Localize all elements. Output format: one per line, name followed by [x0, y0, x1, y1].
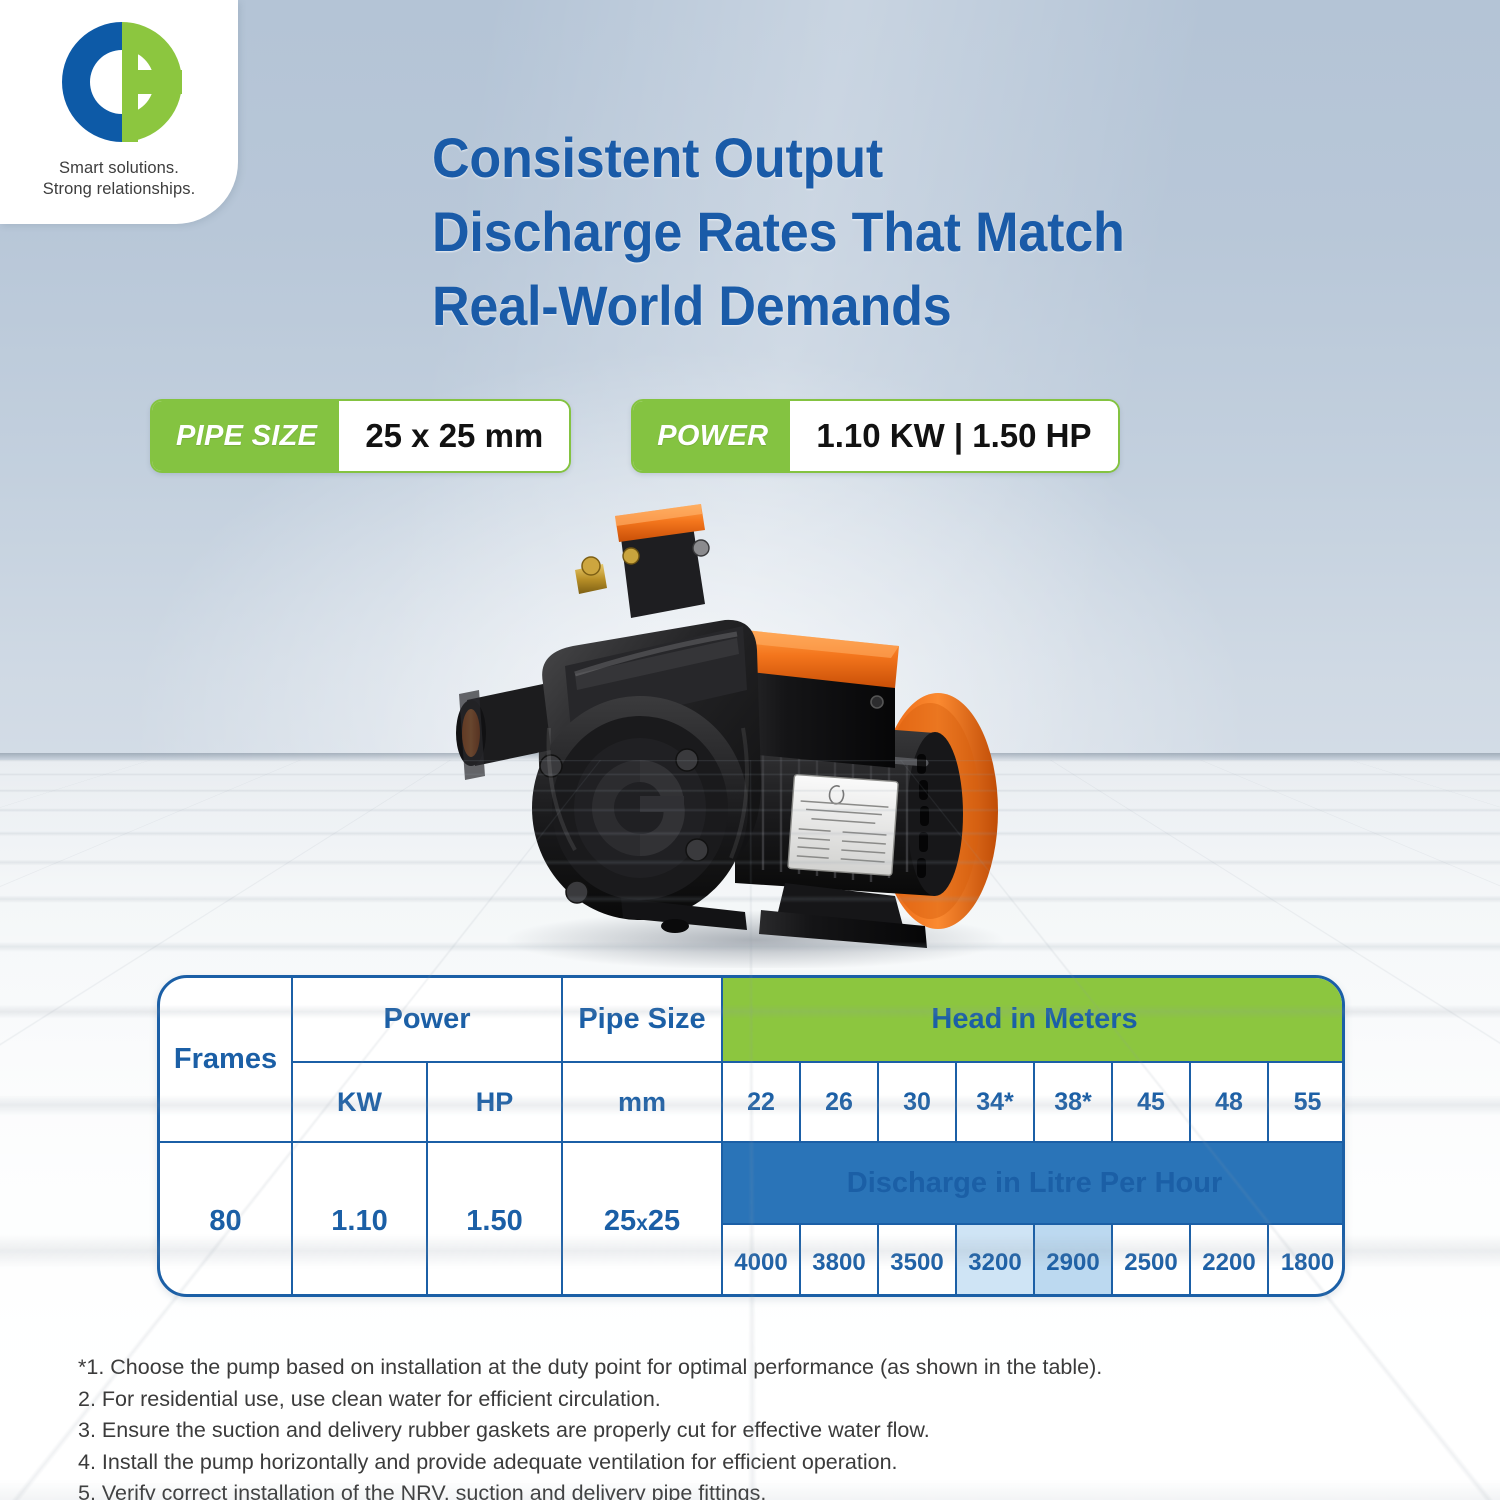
value-pipe-prefix: 25 [603, 1205, 637, 1237]
value-frames: 80 [160, 1141, 293, 1294]
value-pipe-suffix: 25 [647, 1205, 681, 1237]
header-power: Power [291, 978, 563, 1063]
subheader-mm: mm [561, 1061, 723, 1143]
discharge-value-2: 3500 [877, 1223, 957, 1294]
discharge-value-7: 1800 [1266, 1223, 1342, 1294]
discharge-value-3: 3200 [955, 1223, 1035, 1294]
footnote-3: 3. Ensure the suction and delivery rubbe… [78, 1418, 930, 1442]
head-value-4: 38* [1033, 1061, 1113, 1143]
header-pipe-size: Pipe Size [561, 978, 723, 1063]
header-head-in-meters: Head in Meters [720, 978, 1342, 1063]
discharge-value-5: 2500 [1111, 1223, 1191, 1294]
footnote-1: *1. Choose the pump based on installatio… [78, 1355, 1103, 1379]
specification-table: Frames Power Pipe Size Head in Meters KW… [157, 975, 1345, 1297]
discharge-value-4: 2900 [1033, 1223, 1113, 1294]
discharge-value-6: 2200 [1189, 1223, 1269, 1294]
value-kw: 1.10 [291, 1141, 428, 1294]
spec-badge-power: POWER 1.10 KW | 1.50 HP [631, 399, 1120, 473]
spec-badge-power-value: 1.10 KW | 1.50 HP [790, 401, 1118, 471]
page-headline: Consistent Output Discharge Rates That M… [432, 121, 1371, 343]
cg-monogram-logo-icon [62, 22, 182, 142]
headline-line-3: Real-World Demands [432, 274, 952, 337]
header-frames: Frames [160, 978, 293, 1143]
footnote-2: 2. For residential use, use clean water … [78, 1386, 661, 1411]
head-value-3: 34* [955, 1061, 1035, 1143]
spec-table-grid: Frames Power Pipe Size Head in Meters KW… [160, 978, 1342, 1294]
spec-badge-pipe-size: PIPE SIZE 25 x 25 mm [150, 399, 572, 473]
table-data-row: 80 1.10 1.50 25x25 Discharge in Litre Pe… [160, 1141, 1342, 1294]
headline-line-1: Consistent Output [432, 126, 884, 189]
table-subheader-row: KW HP mm 22 26 30 34* 38* 45 48 55 [160, 1061, 1342, 1143]
brand-logo-panel: Smart solutions. Strong relationships. [0, 0, 238, 224]
footnote-5: 5. Verify correct installation of the NR… [78, 1481, 767, 1500]
header-discharge-lph: Discharge in Litre Per Hour [720, 1141, 1342, 1225]
spec-badge-pipe-size-key: PIPE SIZE [152, 401, 340, 471]
head-value-0: 22 [721, 1061, 801, 1143]
spec-badge-power-key: POWER [633, 401, 791, 471]
footnote-4: 4. Install the pump horizontally and pro… [78, 1449, 898, 1474]
brand-tagline-line1: Smart solutions. [59, 159, 179, 177]
value-hp: 1.50 [426, 1141, 563, 1294]
discharge-value-0: 4000 [721, 1223, 801, 1294]
spec-badge-pipe-size-value: 25 x 25 mm [339, 401, 570, 471]
head-value-5: 45 [1111, 1061, 1191, 1143]
product-image-water-pump [456, 504, 1005, 968]
subheader-kw: KW [291, 1061, 428, 1143]
brand-tagline: Smart solutions. Strong relationships. [0, 158, 238, 200]
subheader-hp: HP [426, 1061, 563, 1143]
value-pipe-separator: x [636, 1212, 648, 1235]
headline-line-2: Discharge Rates That Match [432, 200, 1125, 263]
brand-tagline-line2: Strong relationships. [42, 180, 196, 198]
table-header-row: Frames Power Pipe Size Head in Meters [160, 978, 1342, 1143]
head-value-1: 26 [799, 1061, 879, 1143]
value-pipe-size: 25x25 [561, 1141, 723, 1294]
footnotes-list: *1. Choose the pump based on installatio… [78, 1352, 1418, 1500]
head-value-2: 30 [877, 1061, 957, 1143]
head-value-7: 55 [1266, 1061, 1342, 1143]
discharge-value-1: 3800 [799, 1223, 879, 1294]
table-discharge-row: 4000 3800 3500 3200 2900 2500 2200 1800 [160, 1223, 1342, 1294]
spec-badge-group: PIPE SIZE 25 x 25 mm POWER 1.10 KW | 1.5… [150, 399, 1120, 473]
head-value-6: 48 [1189, 1061, 1269, 1143]
